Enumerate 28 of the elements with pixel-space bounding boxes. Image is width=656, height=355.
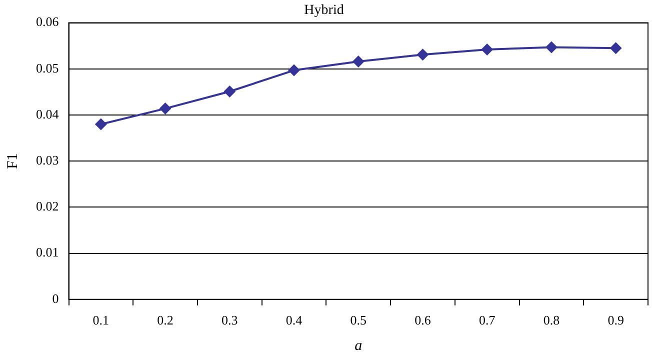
point	[352, 56, 364, 68]
point	[288, 64, 300, 76]
x-tick-label: 0.2	[157, 312, 174, 328]
point	[94, 118, 107, 130]
y-tick-label: 0.05	[36, 60, 59, 76]
y-axis-title: F1	[4, 153, 21, 170]
point	[224, 85, 236, 98]
chart-title: Hybrid	[304, 3, 344, 18]
x-tick-label: 0.6	[414, 312, 432, 328]
y-tick-label: 0	[52, 290, 59, 306]
y-tick-label: 0.06	[36, 14, 60, 30]
y-tick-label: 0.04	[36, 106, 60, 122]
x-tick-label: 0.1	[92, 312, 110, 328]
x-axis-title: a	[354, 338, 362, 354]
point	[416, 48, 429, 61]
point	[545, 41, 558, 54]
x-tick-label: 0.9	[608, 312, 624, 328]
y-tick-label: 0.03	[36, 152, 59, 168]
point	[610, 42, 622, 54]
x-tick-label: 0.5	[350, 312, 366, 328]
point	[481, 44, 494, 56]
x-tick-label: 0.3	[222, 312, 238, 328]
y-tick-label: 0.02	[36, 198, 59, 214]
x-tick-label: 0.4	[286, 312, 303, 328]
x-tick-label: 0.8	[543, 312, 560, 328]
x-tick-label: 0.7	[478, 312, 496, 328]
point	[159, 102, 172, 115]
y-tick-label: 0.01	[36, 244, 59, 260]
